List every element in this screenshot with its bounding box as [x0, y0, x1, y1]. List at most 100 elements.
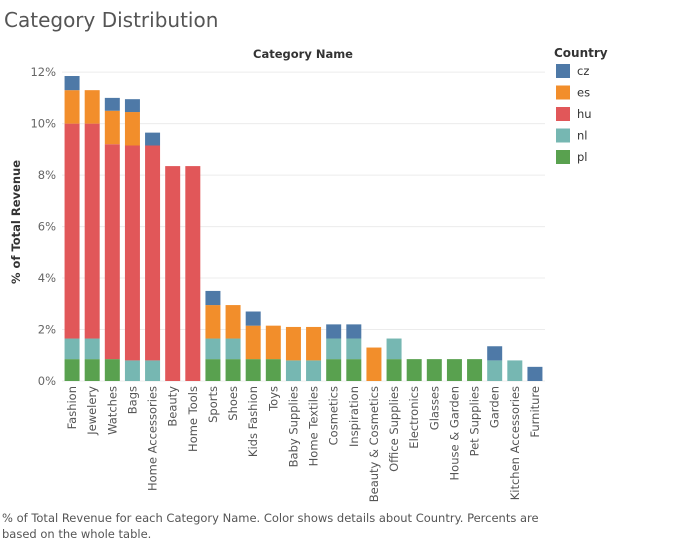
- bar-segment-nl[interactable]: [386, 338, 402, 360]
- legend-swatch-es[interactable]: [556, 85, 570, 100]
- bar-segment-hu[interactable]: [165, 166, 181, 381]
- bar-segment-pl[interactable]: [426, 359, 442, 381]
- gridlines: [62, 71, 545, 382]
- bar-segment-nl[interactable]: [326, 338, 342, 360]
- x-category-label: Beauty: [166, 386, 180, 427]
- bar-segment-nl[interactable]: [285, 360, 301, 381]
- column-header: Category Name: [253, 47, 353, 61]
- bar-segment-es[interactable]: [285, 326, 301, 361]
- x-category-label: Furniture: [528, 386, 542, 438]
- bar-segment-pl[interactable]: [205, 359, 221, 381]
- bar-segment-nl[interactable]: [64, 338, 80, 360]
- bar-segment-es[interactable]: [366, 347, 382, 381]
- x-category-label: Home Tools: [186, 386, 200, 452]
- bar-segment-es[interactable]: [306, 326, 322, 361]
- bar-segment-pl[interactable]: [104, 359, 120, 381]
- chart-caption: % of Total Revenue for each Category Nam…: [2, 511, 539, 541]
- y-axis-ticks: 0% 2% 4% 6% 8% 10% 12%: [30, 65, 56, 388]
- x-category-label: Office Supplies: [387, 386, 401, 472]
- bar-segment-cz[interactable]: [326, 324, 342, 339]
- bar-segment-nl[interactable]: [145, 360, 161, 381]
- bar-segment-nl[interactable]: [487, 360, 503, 381]
- x-category-label: Kitchen Accessories: [508, 386, 522, 500]
- bar-segment-pl[interactable]: [225, 359, 241, 381]
- bar-segment-cz[interactable]: [124, 99, 140, 113]
- x-category-label: Cosmetics: [327, 386, 341, 445]
- bar-segment-es[interactable]: [245, 325, 261, 360]
- bar-segment-pl[interactable]: [406, 359, 422, 381]
- x-category-label: Glasses: [427, 386, 441, 430]
- bar-segment-hu[interactable]: [84, 123, 100, 339]
- bar-segment-nl[interactable]: [306, 360, 322, 381]
- bar-segment-cz[interactable]: [104, 97, 120, 111]
- x-category-label: Baby Supplies: [286, 386, 300, 467]
- bar-segment-pl[interactable]: [326, 359, 342, 381]
- page-title: Category Distribution: [4, 8, 219, 32]
- bar-segment-nl[interactable]: [84, 338, 100, 360]
- bar-segment-nl[interactable]: [346, 338, 362, 360]
- x-category-label: Electronics: [407, 386, 421, 449]
- legend-label: hu: [577, 107, 592, 121]
- bar-segment-pl[interactable]: [346, 359, 362, 381]
- y-tick-label: 0%: [38, 374, 56, 388]
- legend: cz es hu nl pl: [556, 64, 592, 164]
- y-tick-label: 4%: [38, 271, 56, 285]
- x-category-label: Home Accessories: [146, 386, 160, 491]
- bar-segment-nl[interactable]: [507, 360, 523, 381]
- bar-segment-cz[interactable]: [527, 366, 543, 381]
- bar-segment-es[interactable]: [205, 305, 221, 339]
- x-axis-category-labels: Fashion Jewelery Watches Bags Home Accessori…: [65, 386, 542, 502]
- stacked-bar-chart: 0% 2% 4% 6% 8% 10% 12% Fashion Jewelery Watches B…: [9, 47, 592, 502]
- bar-segment-hu[interactable]: [104, 144, 120, 360]
- bar-segment-pl[interactable]: [265, 359, 281, 381]
- bar-segment-cz[interactable]: [346, 324, 362, 339]
- bar-segment-pl[interactable]: [446, 359, 462, 381]
- y-axis-title: % of Total Revenue: [9, 160, 23, 284]
- bar-segment-nl[interactable]: [124, 360, 140, 381]
- y-tick-label: 2%: [38, 323, 56, 337]
- bar-segment-es[interactable]: [64, 90, 80, 124]
- legend-label: nl: [577, 129, 587, 143]
- bar-segment-es[interactable]: [124, 112, 140, 146]
- bar-segment-hu[interactable]: [145, 145, 161, 361]
- bar-segment-hu[interactable]: [64, 123, 80, 339]
- bar-segment-cz[interactable]: [487, 346, 503, 361]
- legend-swatch-nl[interactable]: [556, 128, 570, 143]
- bar-segment-pl[interactable]: [245, 359, 261, 381]
- bar-stacks: [64, 76, 543, 381]
- bar-segment-cz[interactable]: [145, 132, 161, 146]
- bar-segment-es[interactable]: [104, 110, 120, 145]
- x-category-label: Home Textiles: [307, 386, 321, 466]
- legend-label: pl: [577, 150, 588, 164]
- bar-segment-pl[interactable]: [467, 359, 483, 381]
- bar-segment-es[interactable]: [225, 305, 241, 339]
- bar-segment-es[interactable]: [265, 325, 281, 360]
- legend-swatch-cz[interactable]: [556, 64, 570, 78]
- bar-segment-nl[interactable]: [225, 338, 241, 360]
- legend-swatch-pl[interactable]: [556, 150, 570, 164]
- legend-swatch-hu[interactable]: [556, 107, 570, 121]
- bar-segment-hu[interactable]: [124, 145, 140, 361]
- x-category-label: Toys: [266, 386, 280, 412]
- x-category-label: Shoes: [226, 386, 240, 421]
- bar-segment-cz[interactable]: [245, 311, 261, 326]
- bar-segment-hu[interactable]: [185, 166, 201, 381]
- bar-segment-nl[interactable]: [205, 338, 221, 360]
- x-category-label: Kids Fashion: [246, 386, 260, 457]
- y-tick-label: 10%: [30, 117, 56, 131]
- x-category-label: Bags: [125, 386, 139, 414]
- x-category-label: Beauty & Cosmetics: [367, 386, 381, 502]
- x-category-label: Jewelery: [85, 386, 99, 436]
- x-category-label: Garden: [488, 386, 502, 428]
- bar-segment-cz[interactable]: [64, 76, 80, 91]
- x-category-label: Watches: [105, 386, 119, 435]
- legend-label: es: [577, 86, 590, 100]
- bar-segment-pl[interactable]: [84, 359, 100, 381]
- y-tick-label: 6%: [38, 220, 56, 234]
- bar-segment-pl[interactable]: [386, 359, 402, 381]
- bar-segment-pl[interactable]: [64, 359, 80, 381]
- legend-title: Country: [554, 46, 608, 60]
- bar-segment-es[interactable]: [84, 90, 100, 124]
- bar-segment-cz[interactable]: [205, 290, 221, 306]
- x-category-label: Sports: [206, 386, 220, 423]
